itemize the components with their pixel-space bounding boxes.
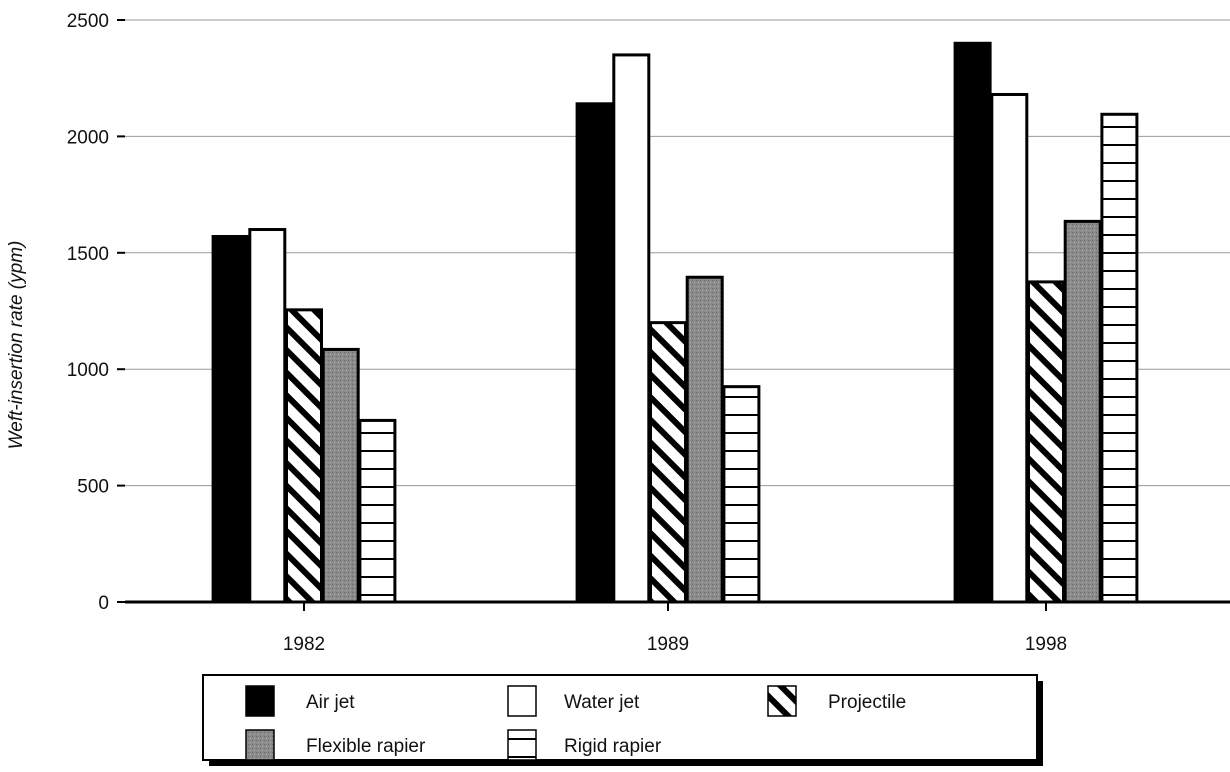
bar-flexible-rapier-1989 bbox=[685, 275, 724, 604]
bar-group-1998 bbox=[953, 41, 1139, 604]
bar-group-1982 bbox=[211, 228, 397, 604]
y-tick-label: 500 bbox=[77, 477, 109, 498]
bars bbox=[211, 41, 1139, 604]
bar-air-jet-1989 bbox=[575, 102, 614, 604]
bar-rigid-rapier-1982 bbox=[358, 418, 397, 604]
bar-projectile-1982 bbox=[285, 308, 323, 604]
legend-swatch-flexible-rapier bbox=[245, 729, 275, 761]
x-axis: 1982 1989 1998 bbox=[125, 600, 1230, 655]
legend-label-projectile: Projectile bbox=[828, 692, 906, 713]
x-tick-label: 1998 bbox=[1025, 634, 1067, 655]
legend-swatch-projectile bbox=[767, 685, 797, 717]
y-axis-ticks: 0 500 1000 1500 2000 2500 bbox=[67, 11, 125, 614]
x-tick-label: 1989 bbox=[647, 634, 689, 655]
legend-box bbox=[202, 674, 1038, 761]
legend-swatch-air-jet bbox=[245, 685, 275, 717]
y-tick-label: 1500 bbox=[67, 244, 109, 265]
bar-water-jet-1989 bbox=[612, 53, 651, 604]
bar-flexible-rapier-1998 bbox=[1063, 219, 1102, 604]
legend-swatch-water-jet bbox=[507, 685, 537, 717]
bar-rigid-rapier-1989 bbox=[722, 385, 761, 604]
bar-group-1989 bbox=[575, 53, 761, 604]
y-axis-title: Weft-insertion rate (ypm) bbox=[6, 241, 27, 450]
y-tick-label: 2000 bbox=[67, 127, 109, 148]
bar-air-jet-1998 bbox=[953, 41, 992, 604]
legend-label-water-jet: Water jet bbox=[564, 692, 640, 713]
bar-water-jet-1998 bbox=[990, 92, 1029, 604]
bar-projectile-1998 bbox=[1027, 280, 1065, 604]
bar-projectile-1989 bbox=[649, 321, 687, 604]
legend-swatch-rigid-rapier bbox=[507, 729, 537, 761]
x-tick-label: 1982 bbox=[283, 634, 325, 655]
y-tick-label: 1000 bbox=[67, 360, 109, 381]
legend-label-rigid-rapier: Rigid rapier bbox=[564, 736, 662, 757]
bar-air-jet-1982 bbox=[211, 235, 250, 604]
y-tick-label: 2500 bbox=[67, 11, 109, 32]
legend: Air jet Water jet Projectile Flexible rapie… bbox=[202, 674, 1043, 766]
bar-water-jet-1982 bbox=[248, 228, 287, 604]
y-tick-label: 0 bbox=[98, 593, 109, 614]
legend-label-air-jet: Air jet bbox=[306, 692, 355, 713]
bar-rigid-rapier-1998 bbox=[1100, 112, 1139, 604]
legend-label-flexible-rapier: Flexible rapier bbox=[306, 736, 426, 757]
bar-flexible-rapier-1982 bbox=[321, 347, 360, 604]
